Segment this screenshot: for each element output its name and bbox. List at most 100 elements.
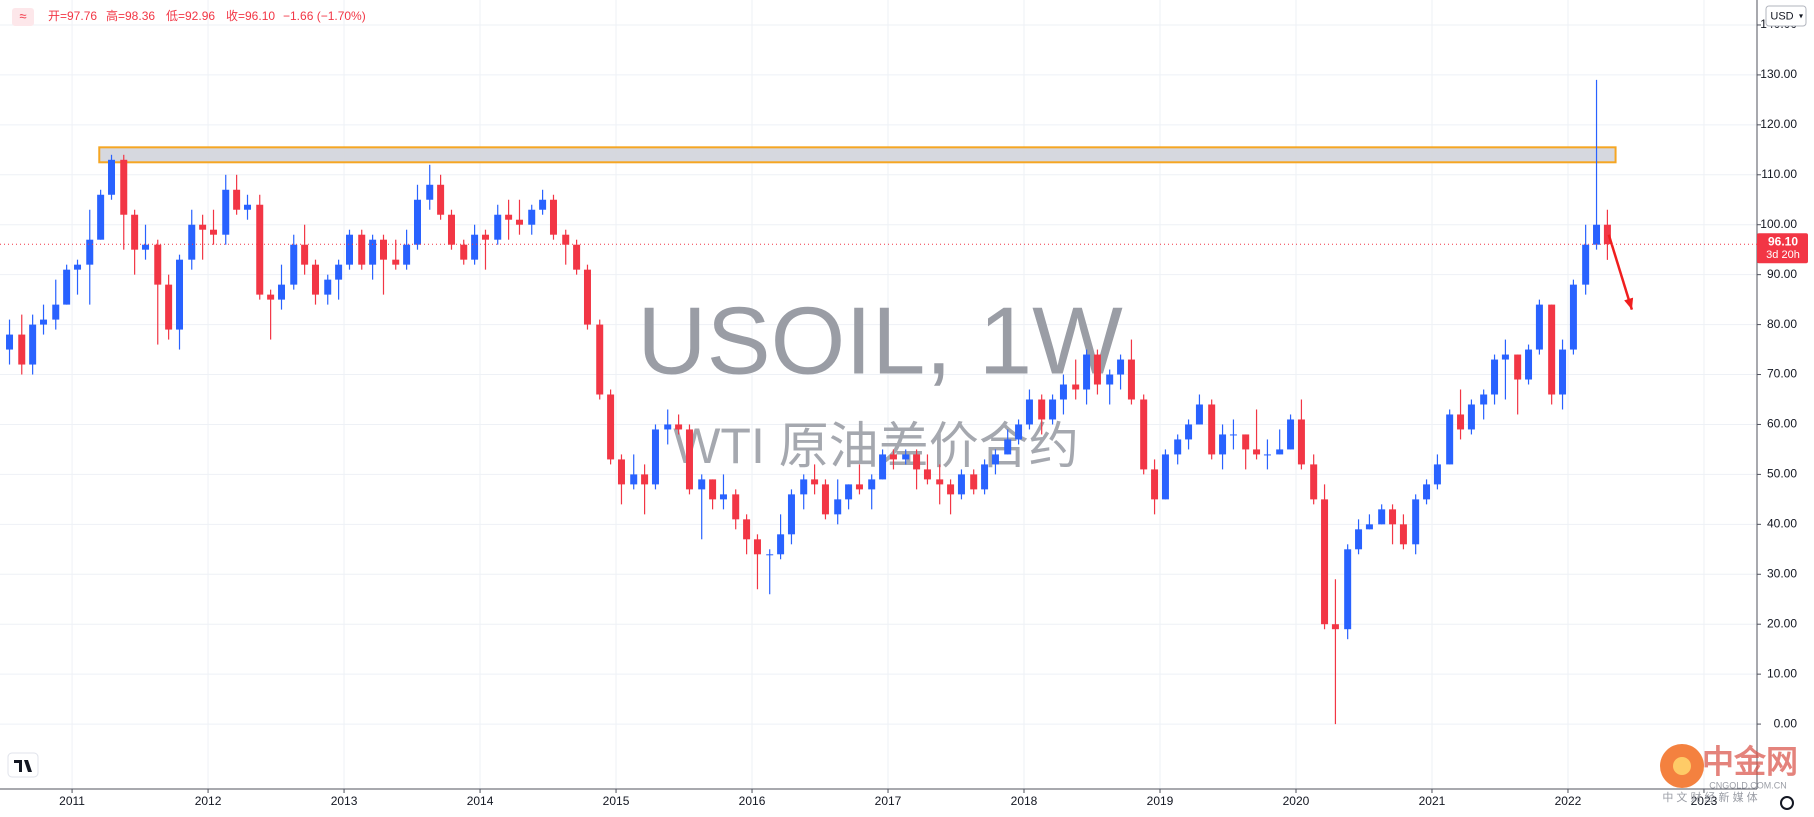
candle-body <box>481 234 489 240</box>
candle-body <box>515 219 523 225</box>
y-tick-label: 80.00 <box>1767 317 1797 331</box>
candle-body <box>413 199 421 245</box>
candle-body <box>879 454 887 480</box>
candles <box>6 79 1634 725</box>
symbol-icon-glyph: ≈ <box>19 8 26 23</box>
candle-body <box>18 334 26 365</box>
candle-body <box>970 474 978 490</box>
candle-body <box>1423 484 1431 500</box>
currency-caret[interactable]: ▾ <box>1799 12 1803 21</box>
candle-body <box>1219 434 1227 455</box>
candle-body <box>40 319 48 325</box>
candle-body <box>1433 464 1441 485</box>
candle-body <box>1229 434 1237 436</box>
candle-body <box>607 394 615 460</box>
candle-body <box>1242 434 1250 450</box>
candle-body <box>165 284 173 330</box>
candle-body <box>596 324 604 395</box>
candle-body <box>1525 349 1533 380</box>
candle-body <box>447 214 455 245</box>
tv-logo[interactable] <box>7 752 39 778</box>
candle-body <box>345 234 353 265</box>
x-tick-label: 2018 <box>1011 794 1038 808</box>
candle-body <box>1297 419 1305 465</box>
candle-body <box>1106 374 1114 385</box>
candle-body <box>358 234 366 265</box>
candle-body <box>379 239 387 260</box>
tv-logo-box[interactable] <box>7 752 39 778</box>
candle-body <box>1467 404 1475 430</box>
candle-body <box>188 224 196 260</box>
candle-body <box>1412 499 1420 545</box>
settings-button[interactable] <box>1780 796 1794 810</box>
candle-body <box>324 279 332 295</box>
x-tick-label: 2015 <box>603 794 630 808</box>
candle-body <box>1389 509 1397 525</box>
candle-body <box>1446 414 1454 465</box>
candle-body <box>1117 359 1125 375</box>
candle-body <box>1161 454 1169 500</box>
candle-body <box>222 189 230 235</box>
candle-body <box>821 484 829 515</box>
y-tick-label: 130.00 <box>1760 67 1797 81</box>
candle-body <box>991 454 999 465</box>
candle-body <box>131 214 139 250</box>
y-tick-label: 100.00 <box>1760 217 1797 231</box>
candle-body <box>437 184 445 215</box>
candle-body <box>1535 304 1543 350</box>
candle-body <box>256 204 264 295</box>
candle-body <box>1491 359 1499 395</box>
candle-body <box>583 269 591 325</box>
candle-body <box>210 229 218 235</box>
candle-body <box>1501 354 1509 360</box>
candle-body <box>811 479 819 485</box>
candle-body <box>505 214 513 220</box>
candle-body <box>923 469 931 480</box>
candle-body <box>1310 464 1318 500</box>
candle-body <box>1344 549 1352 630</box>
candle-body <box>471 234 479 260</box>
brand-circle-inner <box>1673 757 1691 775</box>
x-tick-label: 2016 <box>739 794 766 808</box>
x-tick-label: 2021 <box>1419 794 1446 808</box>
candle-body <box>1378 509 1386 525</box>
candle-body <box>29 324 37 365</box>
ohlc-legend: ≈ 开=97.76 高=98.36 低=92.96 收=96.10 −1.66 … <box>12 8 366 26</box>
ohlc-high: 高=98.36 <box>106 8 155 23</box>
candle-body <box>562 234 570 245</box>
y-tick-label: 60.00 <box>1767 417 1797 431</box>
watermark-title: USOIL, 1W <box>637 287 1123 394</box>
candle-body <box>1480 394 1488 405</box>
candle-body <box>800 479 808 495</box>
candle-body <box>732 494 740 520</box>
candle-body <box>913 454 921 470</box>
candle-body <box>1253 449 1261 455</box>
candle-body <box>1582 244 1590 285</box>
candle-body <box>403 244 411 265</box>
settings-icon[interactable] <box>1780 796 1794 810</box>
candle-body <box>1331 624 1339 630</box>
candle-body <box>108 159 116 195</box>
candle-body <box>685 429 693 490</box>
candle-body <box>1399 524 1407 545</box>
candle-body <box>1072 384 1080 390</box>
y-tick-label: 110.00 <box>1761 167 1797 181</box>
tv-logo-mark[interactable] <box>14 760 32 772</box>
candle-body <box>494 214 502 240</box>
candle-body <box>855 484 863 490</box>
candle-body <box>6 334 14 350</box>
candle-body <box>1025 399 1033 425</box>
currency-label[interactable]: USD <box>1770 10 1793 22</box>
currency-box[interactable] <box>1765 5 1807 27</box>
currency-button[interactable]: USD ▾ <box>1765 5 1807 27</box>
candle-body <box>719 494 727 500</box>
y-tick-label: 120.00 <box>1760 117 1797 131</box>
candle-body <box>1195 404 1203 425</box>
candle-body <box>1276 449 1284 455</box>
candle-body <box>675 424 683 430</box>
candle-body <box>290 244 298 285</box>
candle-body <box>753 539 761 555</box>
candle-body <box>641 474 649 485</box>
